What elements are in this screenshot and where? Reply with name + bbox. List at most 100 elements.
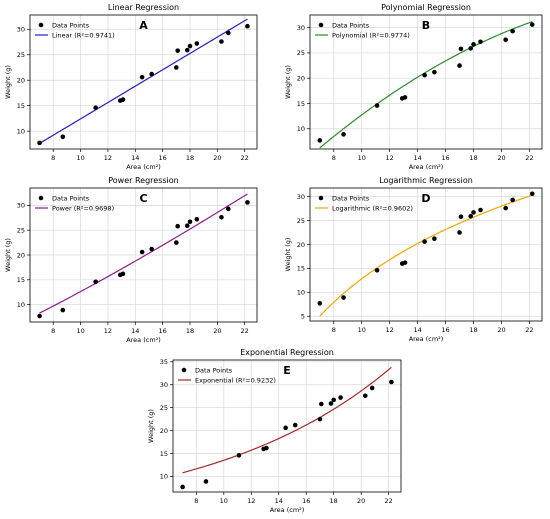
y-tick-label: 15 [297,100,305,108]
data-point [283,425,288,431]
y-tick-label: 15 [17,102,25,110]
data-point [225,206,231,212]
x-tick-label: 16 [441,154,449,162]
chart-power: 8 10 12 14 16 18 20 22 10 15 20 25 30 Power Regressio… [4,176,258,344]
data-point [374,103,380,108]
x-axis-label: Area (cm²) [126,163,161,171]
x-tick-label: 20 [497,326,505,334]
data-point [529,191,535,197]
data-point [149,246,155,252]
data-point [458,214,464,220]
y-axis-label: Weight (g) [4,238,12,272]
x-tick-label: 20 [213,154,221,162]
legend: Data Points Logarithmic (R²=0.9602) [315,194,413,212]
y-axis-label: Weight (g) [284,238,292,272]
y-tick-label: 5 [301,313,305,321]
data-point [292,422,298,428]
x-tick-label: 8 [51,327,55,335]
data-point [60,134,66,140]
data-point [184,47,190,53]
data-point [245,200,250,205]
data-point [457,63,462,68]
data-point [471,42,476,47]
axes-frame [29,14,258,150]
data-point [219,214,224,220]
legend-label-data-points: Data Points [52,194,90,202]
legend-label-data-points: Data Points [52,21,90,29]
y-tick-label: 10 [17,301,25,309]
panel-letter: A [139,19,148,32]
data-point [331,397,336,403]
legend-marker-data-points [38,195,44,201]
legend: Data Points Exponential (R²=0.9232) [178,366,276,384]
legend: Data Points Linear (R²=0.9741) [35,21,115,39]
legend-marker-data-points [318,195,324,201]
x-tick-label: 20 [213,327,221,335]
legend-label-fit: Logarithmic (R²=0.9602) [332,204,413,212]
panel-letter: C [139,192,147,205]
x-tick-label: 12 [247,497,255,505]
data-point [369,385,375,391]
x-tick-label: 22 [525,326,533,334]
data-point [362,393,368,399]
legend-label-data-points: Data Points [195,366,233,374]
x-tick-label: 10 [358,326,366,334]
fit-line [182,366,392,474]
data-point [236,453,242,458]
legend: Data Points Polynomial (R²=0.9774) [315,21,410,39]
x-tick-label: 18 [469,154,477,162]
y-tick-label: 25 [297,217,305,225]
legend-label-fit: Linear (R²=0.9741) [52,31,115,39]
x-tick-label: 22 [241,327,249,335]
fit-line [319,21,533,149]
y-tick-label: 10 [160,473,168,481]
legend-marker-data-points [38,22,44,28]
data-point [93,279,98,285]
x-tick-label: 14 [131,154,139,162]
data-point [37,140,42,146]
chart-title: Exponential Regression [240,348,334,357]
x-axis-label: Area (cm²) [270,506,305,514]
x-tick-label: 12 [386,154,394,162]
y-tick-label: 25 [17,226,25,234]
x-tick-label: 16 [441,326,449,334]
data-point [317,300,323,306]
data-point [422,72,427,78]
data-point [341,295,346,300]
data-point [341,132,346,137]
data-point [457,230,462,235]
fit-line [39,193,248,314]
fit-line [319,194,533,317]
data-point [468,213,474,219]
panel-letter: B [422,19,430,32]
x-tick-label: 12 [104,154,112,162]
x-tick-label: 10 [76,327,84,335]
data-point [264,445,269,451]
y-tick-label: 30 [297,193,305,201]
x-tick-label: 12 [386,326,394,334]
legend-label-fit: Polynomial (R²=0.9774) [332,31,410,39]
data-point [225,30,231,36]
legend-label-fit: Power (R²=0.9698) [52,204,114,212]
y-tick-label: 25 [17,51,25,59]
data-point [180,484,185,490]
data-point [187,219,193,225]
data-point [219,39,224,44]
y-tick-label: 35 [160,358,168,366]
data-point [194,41,200,46]
x-axis-label: Area (cm²) [409,335,444,343]
data-point [478,207,483,213]
y-tick-label: 15 [160,450,168,458]
y-tick-label: 30 [17,26,25,34]
x-tick-label: 8 [332,154,336,162]
x-tick-label: 22 [525,154,533,162]
chart-title: Polynomial Regression [381,3,471,12]
data-point [139,249,145,255]
y-tick-label: 15 [17,276,25,284]
legend-label-fit: Exponential (R²=0.9232) [195,376,276,384]
y-tick-label: 15 [297,265,305,273]
legend: Data Points Power (R²=0.9698) [35,194,114,212]
x-tick-label: 14 [413,326,421,334]
data-point [510,197,515,203]
